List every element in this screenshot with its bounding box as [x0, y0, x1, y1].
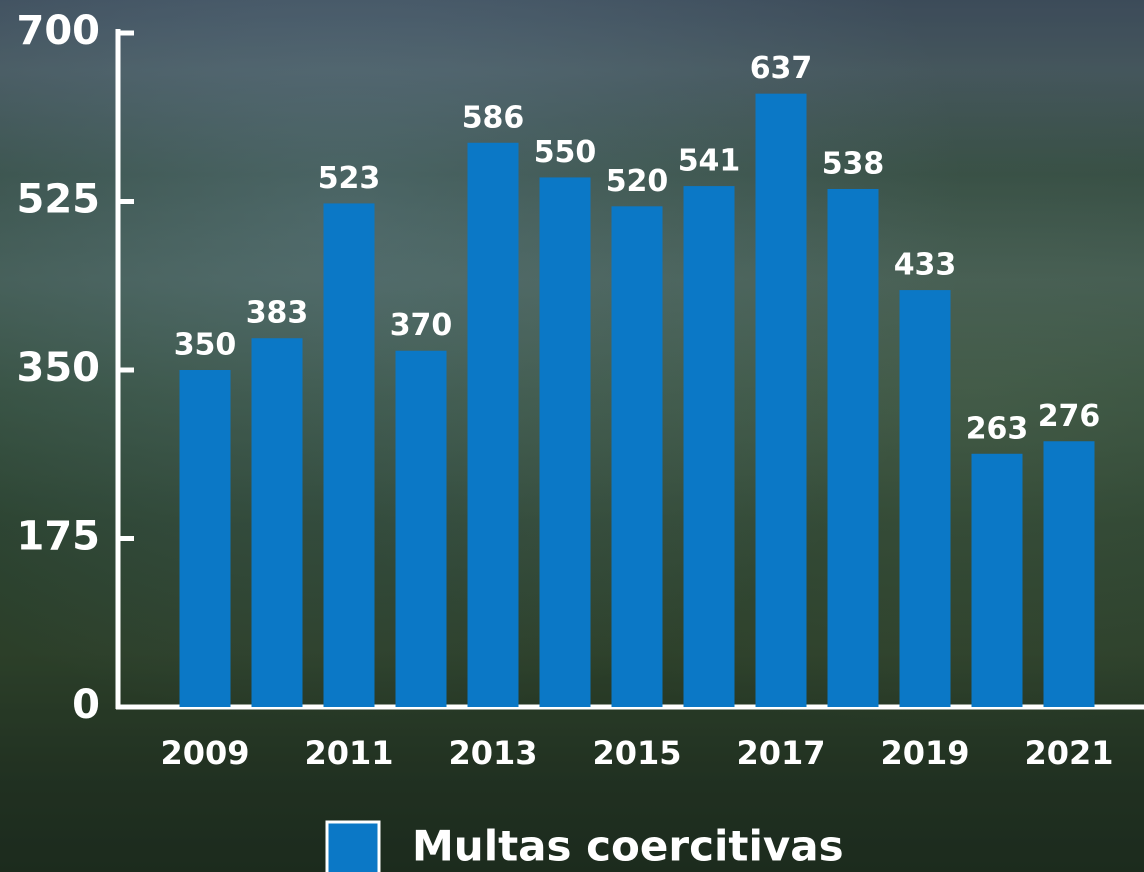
bar	[611, 206, 663, 708]
value-label: 550	[534, 135, 597, 170]
value-label: 263	[966, 411, 1029, 446]
bar	[827, 188, 879, 708]
x-tick-label: 2019	[880, 734, 969, 772]
y-tick-label: 700	[17, 8, 101, 54]
value-label: 370	[390, 308, 453, 343]
bar	[683, 186, 735, 707]
bar	[539, 177, 591, 707]
y-tick-label: 525	[17, 177, 101, 223]
value-label: 433	[894, 248, 957, 283]
value-label: 637	[750, 51, 813, 86]
y-tick-label: 0	[72, 682, 100, 728]
bar	[971, 453, 1023, 707]
y-tick-label: 175	[17, 514, 101, 560]
value-label: 523	[318, 161, 381, 196]
value-label: 538	[822, 146, 885, 181]
value-label: 541	[678, 144, 741, 179]
value-label: 350	[174, 328, 237, 363]
bar	[395, 350, 447, 707]
bar	[179, 370, 231, 707]
bar	[899, 290, 951, 707]
y-tick-label: 350	[17, 345, 101, 391]
x-tick-label: 2011	[304, 734, 393, 772]
x-tick-label: 2015	[592, 734, 681, 772]
value-label: 383	[246, 296, 309, 331]
legend-swatch	[325, 820, 381, 872]
value-label: 520	[606, 164, 669, 199]
value-label: 276	[1038, 399, 1101, 434]
bar	[467, 142, 519, 707]
bar	[1043, 441, 1095, 707]
x-tick-label: 2013	[448, 734, 537, 772]
x-tick-label: 2017	[736, 734, 825, 772]
value-label: 586	[462, 100, 525, 135]
bar	[755, 93, 807, 707]
legend-label: Multas coercitivas	[412, 822, 844, 871]
bar	[323, 203, 375, 707]
bar	[251, 338, 303, 707]
x-tick-label: 2009	[160, 734, 249, 772]
x-tick-label: 2021	[1024, 734, 1113, 772]
